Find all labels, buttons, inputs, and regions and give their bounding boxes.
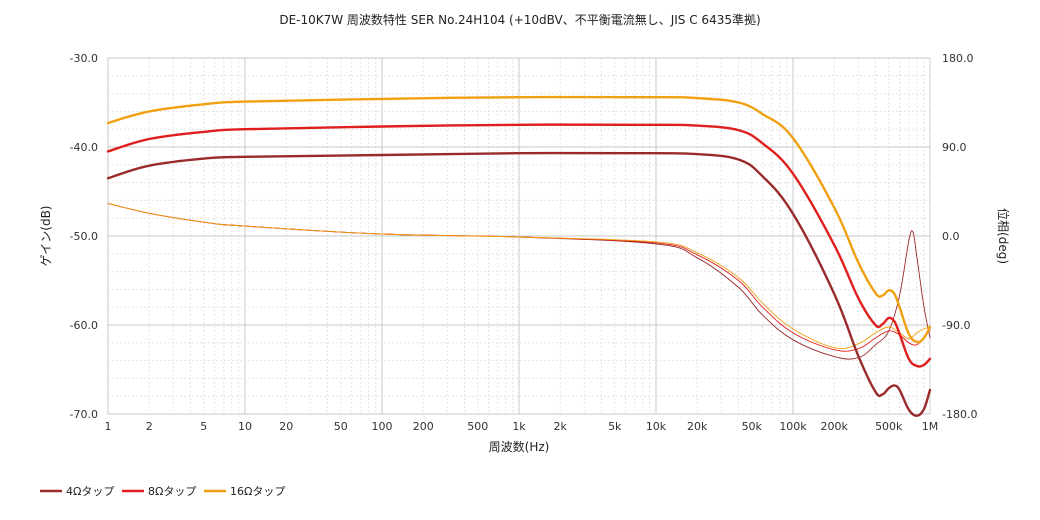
x-tick-label: 500k <box>875 420 903 433</box>
x-axis-ticks: 1 2 5 10 20 50 100 200 500 1k 2k 5k 10k 20k 50k 100k 200… <box>105 420 939 433</box>
x-tick-label: 100 <box>372 420 393 433</box>
y-left-axis-label: ゲイン(dB) <box>39 206 53 267</box>
x-tick-label: 1M <box>922 420 939 433</box>
gain-series-0 <box>106 151 932 417</box>
x-tick-label: 50 <box>334 420 348 433</box>
y-left-axis-ticks: -30.0 -40.0 -50.0 -60.0 -70.0 <box>70 52 98 421</box>
legend: 4Ωタップ 8Ωタップ 16Ωタップ <box>40 485 285 498</box>
gain-series-2 <box>106 95 932 344</box>
y-right-axis-label: 位相(deg) <box>996 208 1011 264</box>
x-tick-label: 20 <box>279 420 293 433</box>
x-tick-label: 200k <box>821 420 849 433</box>
y-right-axis-ticks: 180.0 90.0 0.0 -90.0 -180.0 <box>942 52 977 421</box>
y-left-tick-label: -60.0 <box>70 319 98 332</box>
x-axis-label: 周波数(Hz) <box>489 439 550 454</box>
legend-label-16ohm: 16Ωタップ <box>230 485 285 498</box>
phase-series-5 <box>107 202 931 350</box>
x-tick-label: 5 <box>200 420 207 433</box>
grid <box>107 57 930 415</box>
x-tick-label: 200 <box>413 420 434 433</box>
y-left-tick-label: -30.0 <box>70 52 98 65</box>
y-left-tick-label: -50.0 <box>70 230 98 243</box>
x-tick-label: 1 <box>105 420 112 433</box>
y-right-tick-label: -90.0 <box>942 319 970 332</box>
y-right-tick-label: -180.0 <box>942 408 977 421</box>
y-right-tick-label: 180.0 <box>942 52 974 65</box>
legend-label-8ohm: 8Ωタップ <box>148 485 196 498</box>
y-left-tick-label: -40.0 <box>70 141 98 154</box>
x-tick-label: 10 <box>238 420 252 433</box>
y-right-tick-label: 0.0 <box>942 230 960 243</box>
x-tick-label: 100k <box>779 420 807 433</box>
chart-title: DE-10K7W 周波数特性 SER No.24H104 (+10dBV、不平衡… <box>279 12 760 27</box>
x-tick-label: 2 <box>146 420 153 433</box>
x-tick-label: 20k <box>687 420 708 433</box>
x-tick-label: 10k <box>646 420 667 433</box>
y-right-tick-label: 90.0 <box>942 141 967 154</box>
gain-series-group <box>106 95 932 417</box>
y-left-tick-label: -70.0 <box>70 408 98 421</box>
x-tick-label: 2k <box>554 420 568 433</box>
legend-label-4ohm: 4Ωタップ <box>66 485 114 498</box>
plot-area <box>106 57 932 417</box>
phase-series-group <box>107 202 931 360</box>
x-tick-label: 5k <box>608 420 622 433</box>
gain-series-1 <box>106 123 932 368</box>
x-tick-label: 500 <box>467 420 488 433</box>
x-tick-label: 50k <box>742 420 763 433</box>
x-tick-label: 1k <box>512 420 526 433</box>
